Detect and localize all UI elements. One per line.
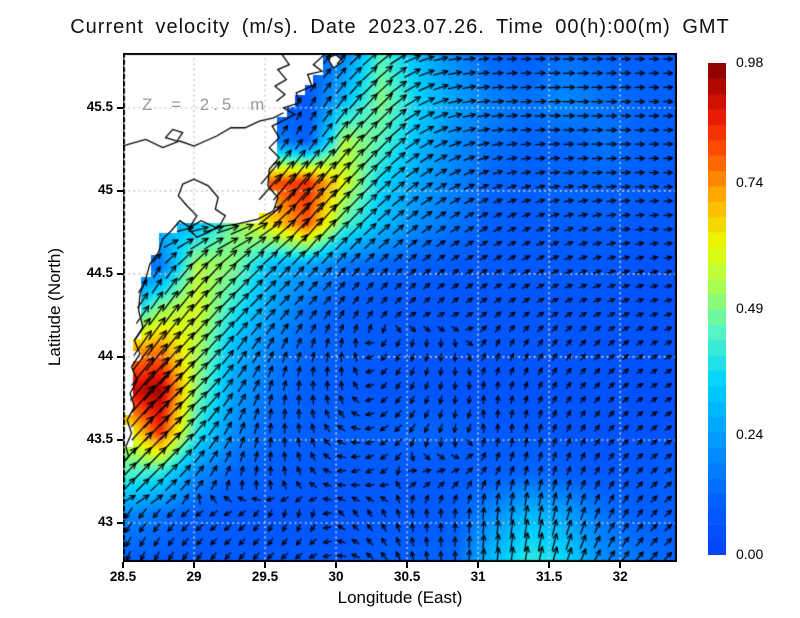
x-axis-label: Longitude (East)	[337, 588, 463, 607]
colorbar-tick-label: 0.74	[736, 174, 764, 191]
y-tick-label: 44.5	[86, 264, 113, 280]
colorbar-tick-label: 0.49	[736, 300, 764, 316]
x-tick-label: 31	[470, 569, 486, 584]
y-tick-mark	[117, 106, 123, 109]
x-tick-label: 29.5	[251, 569, 279, 584]
x-tick-mark	[548, 562, 551, 568]
x-tick-mark	[619, 562, 622, 568]
x-tick-label: 30.5	[393, 569, 421, 584]
x-tick-label: 31.5	[536, 569, 563, 584]
y-tick-label: 43.5	[86, 430, 113, 446]
x-tick-mark	[477, 562, 480, 568]
colorbar	[708, 63, 726, 555]
y-tick-label: 45.5	[86, 98, 113, 114]
x-tick-label: 29	[186, 569, 202, 584]
depth-annotation: Z = 2.5 m	[142, 95, 269, 114]
colorbar-tick-label: 0.00	[736, 546, 764, 562]
chart-title: Current velocity (m/s). Date 2023.07.26.…	[70, 16, 730, 38]
x-tick-label: 28.5	[109, 569, 137, 584]
y-tick-label: 43	[97, 513, 113, 529]
colorbar-tick-label: 0.24	[736, 425, 764, 442]
x-tick-mark	[335, 562, 338, 568]
x-tick-mark	[406, 562, 409, 568]
y-tick-label: 44	[97, 347, 113, 363]
y-tick-mark	[117, 272, 123, 275]
y-tick-mark	[117, 438, 123, 441]
y-tick-mark	[117, 521, 123, 524]
x-tick-mark	[122, 562, 124, 568]
y-tick-mark	[117, 189, 123, 192]
y-tick-label: 45	[97, 181, 113, 197]
y-tick-mark	[117, 355, 123, 358]
velocity-map-canvas	[123, 53, 677, 562]
colorbar-tick-label: 0.98	[736, 54, 764, 70]
x-tick-mark	[193, 562, 196, 568]
x-tick-label: 32	[612, 569, 628, 584]
x-tick-label: 30	[328, 569, 344, 584]
x-tick-mark	[264, 562, 267, 568]
